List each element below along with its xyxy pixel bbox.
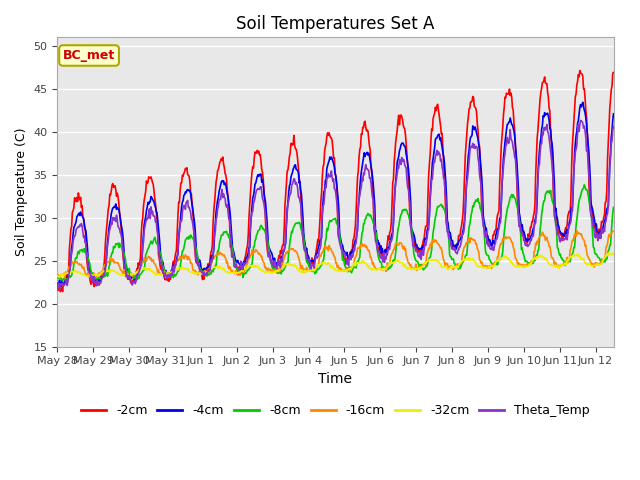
Line: -4cm: -4cm bbox=[58, 102, 614, 287]
-4cm bbox=[579, 99, 587, 105]
-8cm bbox=[54, 274, 61, 280]
-16cm bbox=[467, 235, 474, 241]
-16cm bbox=[573, 228, 580, 234]
Text: BC_met: BC_met bbox=[63, 49, 115, 62]
-8cm bbox=[467, 216, 474, 222]
-32cm bbox=[56, 272, 64, 278]
-8cm bbox=[292, 221, 300, 227]
-8cm bbox=[312, 270, 320, 276]
Line: Theta_Temp: Theta_Temp bbox=[58, 120, 614, 289]
-32cm bbox=[467, 257, 474, 263]
Theta_Temp bbox=[56, 284, 64, 290]
Line: -8cm: -8cm bbox=[58, 185, 614, 281]
Line: -32cm: -32cm bbox=[58, 253, 614, 277]
Title: Soil Temperatures Set A: Soil Temperatures Set A bbox=[236, 15, 435, 33]
X-axis label: Time: Time bbox=[319, 372, 353, 386]
Legend: -2cm, -4cm, -8cm, -16cm, -32cm, Theta_Temp: -2cm, -4cm, -8cm, -16cm, -32cm, Theta_Te… bbox=[76, 399, 595, 422]
-2cm bbox=[610, 70, 618, 75]
Theta_Temp bbox=[577, 118, 584, 123]
-4cm bbox=[610, 111, 618, 117]
Theta_Temp bbox=[56, 287, 63, 292]
-4cm bbox=[467, 134, 474, 140]
Theta_Temp bbox=[312, 255, 320, 261]
-32cm bbox=[132, 271, 140, 276]
-2cm bbox=[576, 68, 584, 73]
-32cm bbox=[453, 264, 461, 270]
Line: -16cm: -16cm bbox=[58, 231, 614, 278]
-16cm bbox=[292, 248, 300, 253]
-2cm bbox=[56, 286, 63, 291]
-8cm bbox=[59, 278, 67, 284]
-32cm bbox=[292, 264, 300, 269]
-4cm bbox=[54, 282, 61, 288]
Theta_Temp bbox=[453, 251, 461, 257]
-2cm bbox=[467, 99, 474, 105]
-32cm bbox=[312, 265, 320, 271]
-16cm bbox=[56, 275, 63, 281]
-8cm bbox=[132, 274, 140, 279]
-4cm bbox=[453, 241, 461, 247]
-2cm bbox=[132, 274, 140, 279]
-2cm bbox=[54, 281, 61, 287]
-4cm bbox=[132, 269, 140, 275]
-4cm bbox=[292, 162, 300, 168]
-2cm bbox=[453, 240, 461, 246]
Y-axis label: Soil Temperature (C): Soil Temperature (C) bbox=[15, 128, 28, 256]
-2cm bbox=[56, 289, 64, 295]
-16cm bbox=[610, 228, 618, 234]
Line: -2cm: -2cm bbox=[58, 71, 614, 292]
-16cm bbox=[54, 272, 61, 278]
Theta_Temp bbox=[467, 144, 474, 150]
-16cm bbox=[312, 264, 320, 270]
-16cm bbox=[453, 262, 461, 267]
Theta_Temp bbox=[292, 181, 300, 187]
-8cm bbox=[610, 204, 618, 210]
-16cm bbox=[56, 273, 64, 278]
-32cm bbox=[56, 274, 63, 280]
-16cm bbox=[132, 269, 140, 275]
-32cm bbox=[610, 252, 618, 257]
-8cm bbox=[580, 182, 588, 188]
-8cm bbox=[56, 276, 63, 282]
-4cm bbox=[312, 251, 320, 257]
Theta_Temp bbox=[610, 123, 618, 129]
-2cm bbox=[292, 146, 300, 152]
-4cm bbox=[56, 277, 63, 283]
Theta_Temp bbox=[54, 285, 61, 290]
-32cm bbox=[604, 250, 612, 256]
-32cm bbox=[54, 273, 61, 279]
-4cm bbox=[58, 284, 65, 289]
-2cm bbox=[312, 247, 320, 252]
-8cm bbox=[453, 264, 461, 270]
Theta_Temp bbox=[132, 278, 140, 284]
